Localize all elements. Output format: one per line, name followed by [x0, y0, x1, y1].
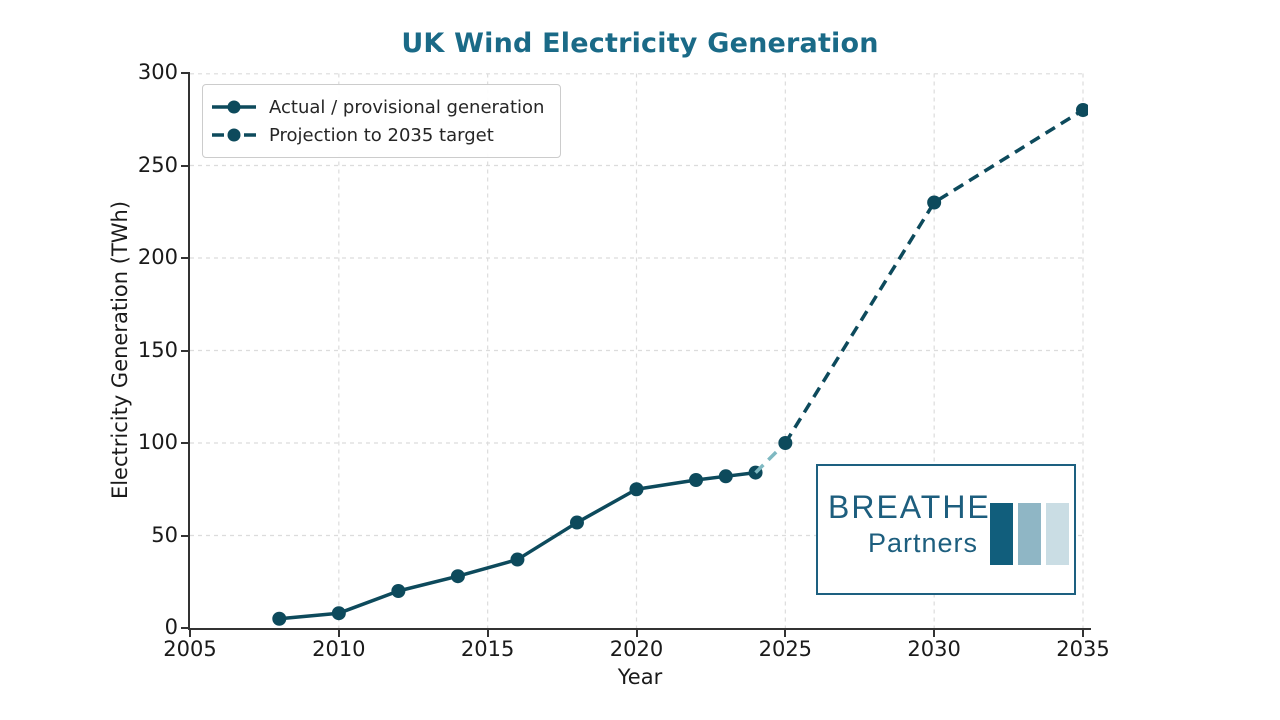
logo-bars-icon: [990, 503, 1069, 565]
x-tick-label: 2030: [907, 637, 961, 661]
logo-bar: [1018, 503, 1041, 565]
y-tick-label: 150: [137, 337, 178, 362]
legend-item-actual: Actual / provisional generation: [211, 93, 544, 121]
x-tick-label: 2035: [1056, 637, 1110, 661]
x-tick-mark: [933, 630, 936, 637]
y-axis-line: [188, 72, 190, 630]
x-axis-line: [188, 628, 1091, 630]
data-point: [629, 482, 644, 497]
legend-label: Actual / provisional generation: [269, 96, 545, 118]
legend: Actual / provisional generation Projecti…: [202, 84, 562, 158]
logo-wordmark: BREATHE Partners: [828, 489, 991, 559]
data-point: [778, 436, 793, 450]
data-point: [272, 611, 287, 626]
x-tick-mark: [337, 630, 340, 637]
logo-name-top: BREATHE: [828, 489, 991, 525]
y-tick-label: 50: [151, 522, 178, 547]
dashed-line-icon: [212, 128, 256, 142]
x-tick-mark: [189, 630, 191, 637]
data-point: [450, 569, 465, 584]
legend-item-projection: Projection to 2035 target: [211, 121, 544, 149]
y-tick-label: 200: [137, 245, 178, 269]
x-tick-label: 2015: [460, 637, 515, 661]
legend-label: Projection to 2035 target: [269, 124, 494, 146]
x-tick-mark: [784, 630, 787, 637]
data-point: [569, 515, 584, 530]
y-axis-label: Electricity Generation (TWh): [108, 200, 132, 500]
transition-series: [754, 441, 787, 474]
x-axis-label: Year: [617, 665, 663, 689]
x-tick-mark: [486, 630, 489, 637]
y-tick-mark: [181, 72, 188, 74]
y-tick-mark: [181, 257, 188, 259]
data-point: [927, 195, 942, 210]
logo-bar: [990, 503, 1013, 565]
y-tick-mark: [181, 627, 188, 629]
projection-series: [778, 103, 1088, 450]
chart-title: UK Wind Electricity Generation: [401, 28, 879, 59]
y-tick-mark: [181, 349, 188, 352]
plot-area: [190, 73, 1088, 628]
y-tick-label: 0: [164, 615, 178, 639]
x-tick-label: 2025: [758, 637, 813, 661]
y-tick-label: 250: [137, 152, 178, 177]
x-tick-label: 2005: [163, 637, 217, 661]
logo-name-bottom: Partners: [867, 528, 978, 559]
solid-line-icon: [212, 100, 256, 114]
x-tick-mark: [1082, 630, 1084, 637]
data-point: [391, 584, 406, 598]
data-point: [1076, 103, 1088, 117]
breathe-partners-logo: BREATHE Partners: [816, 464, 1076, 595]
y-tick-label: 100: [137, 430, 178, 454]
x-tick-mark: [635, 630, 638, 637]
y-tick-mark: [181, 164, 188, 167]
y-tick-mark: [181, 534, 188, 537]
logo-bar: [1046, 503, 1069, 565]
data-point: [510, 552, 525, 567]
data-point: [718, 469, 733, 484]
y-tick-label: 300: [137, 60, 178, 84]
data-point: [331, 606, 346, 621]
actual-series: [272, 465, 763, 626]
x-tick-label: 2020: [609, 637, 664, 661]
data-point: [689, 473, 704, 487]
x-tick-label: 2010: [312, 637, 366, 661]
y-tick-mark: [181, 442, 188, 444]
